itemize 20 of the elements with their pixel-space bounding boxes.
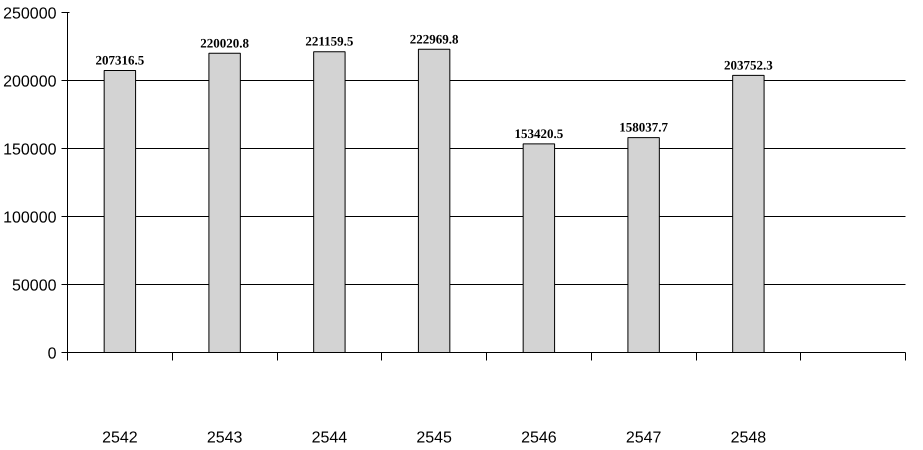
- y-tick-label: 200000: [3, 74, 57, 90]
- x-tick-label: 2546: [521, 430, 557, 446]
- x-tick-label: 2543: [206, 430, 243, 446]
- x-tick-label: 2548: [730, 430, 766, 446]
- y-tick-label: 0: [48, 346, 57, 362]
- data-label: 158037.7: [619, 120, 668, 135]
- data-label: 203752.3: [724, 57, 774, 72]
- x-tick-label: 2544: [312, 430, 348, 446]
- data-label: 220020.8: [200, 35, 250, 50]
- x-tick-label: 2547: [626, 430, 662, 446]
- data-label: 153420.5: [514, 126, 564, 141]
- y-tick-label: 100000: [3, 210, 57, 226]
- x-tick-label: 2545: [416, 430, 452, 446]
- y-tick-label: 50000: [12, 278, 57, 294]
- data-label: 222969.8: [410, 31, 459, 46]
- y-tick-label: 250000: [3, 6, 57, 22]
- x-tick-label: 2542: [102, 430, 138, 446]
- data-label: 221159.5: [305, 34, 354, 49]
- data-label: 207316.5: [96, 52, 145, 68]
- y-tick-label: 150000: [3, 142, 57, 158]
